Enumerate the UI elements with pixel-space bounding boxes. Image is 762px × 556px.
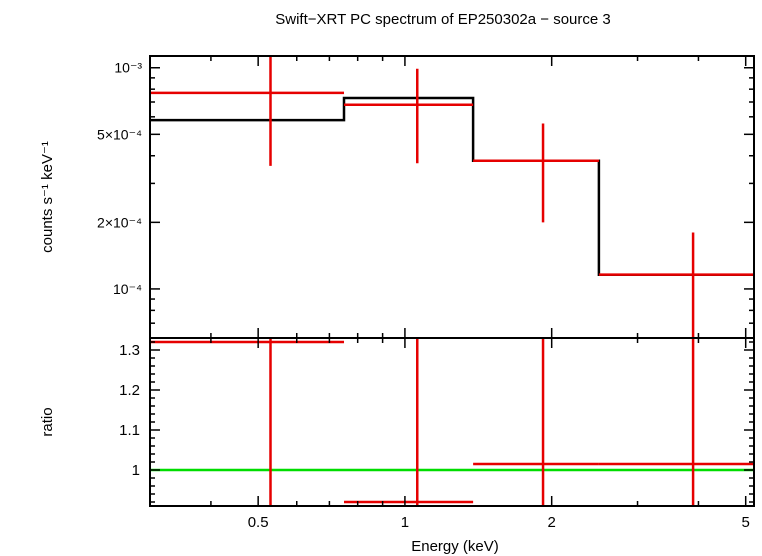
x-tick-label: 0.5 <box>248 514 269 531</box>
x-tick-label: 1 <box>401 514 409 531</box>
bottom-panel: 1 1.1 1.2 1.3 ratio <box>39 337 755 507</box>
bottom-y-tick-label: 1.3 <box>119 342 140 359</box>
ratio-point-2 <box>344 338 474 506</box>
x-axis-label: Energy (keV) <box>411 538 499 555</box>
bottom-panel-plot <box>150 338 754 506</box>
top-y-tick-label: 2×10⁻⁴ <box>97 214 142 230</box>
model-step-line <box>150 96 754 276</box>
top-y-tick-label: 10⁻⁴ <box>113 281 142 297</box>
top-panel-plot <box>150 56 754 338</box>
bottom-panel-ylabel: ratio <box>39 407 56 436</box>
bottom-y-tick-label: 1.1 <box>119 422 140 439</box>
data-point-1 <box>150 56 345 166</box>
bottom-y-tick-label: 1 <box>132 462 140 479</box>
top-y-tick-label: 10⁻³ <box>114 60 142 76</box>
ratio-point-4 <box>598 338 754 506</box>
top-panel: 10⁻³ 5×10⁻⁴ 2×10⁻⁴ 10⁻⁴ counts s⁻¹ keV⁻¹ <box>39 55 755 339</box>
x-tick-label: 2 <box>548 514 556 531</box>
data-point-2 <box>344 68 474 164</box>
bottom-panel-ticks: 1 1.1 1.2 1.3 <box>119 341 754 503</box>
ratio-point-3 <box>473 338 599 506</box>
chart-title: Swift−XRT PC spectrum of EP250302a − sou… <box>275 11 610 28</box>
top-panel-ylabel: counts s⁻¹ keV⁻¹ <box>39 141 56 253</box>
data-point-4 <box>598 232 754 338</box>
data-point-3 <box>473 123 599 223</box>
bottom-y-tick-label: 1.2 <box>119 382 140 399</box>
top-y-tick-label: 5×10⁻⁴ <box>97 126 142 142</box>
top-panel-ticks: 10⁻³ 5×10⁻⁴ 2×10⁻⁴ 10⁻⁴ <box>97 60 754 339</box>
x-tick-label: 5 <box>742 514 750 531</box>
ratio-point-1 <box>150 338 345 506</box>
bottom-panel-frame <box>149 337 755 507</box>
x-axis-ticks: 0.5 1 2 5 <box>149 56 750 531</box>
